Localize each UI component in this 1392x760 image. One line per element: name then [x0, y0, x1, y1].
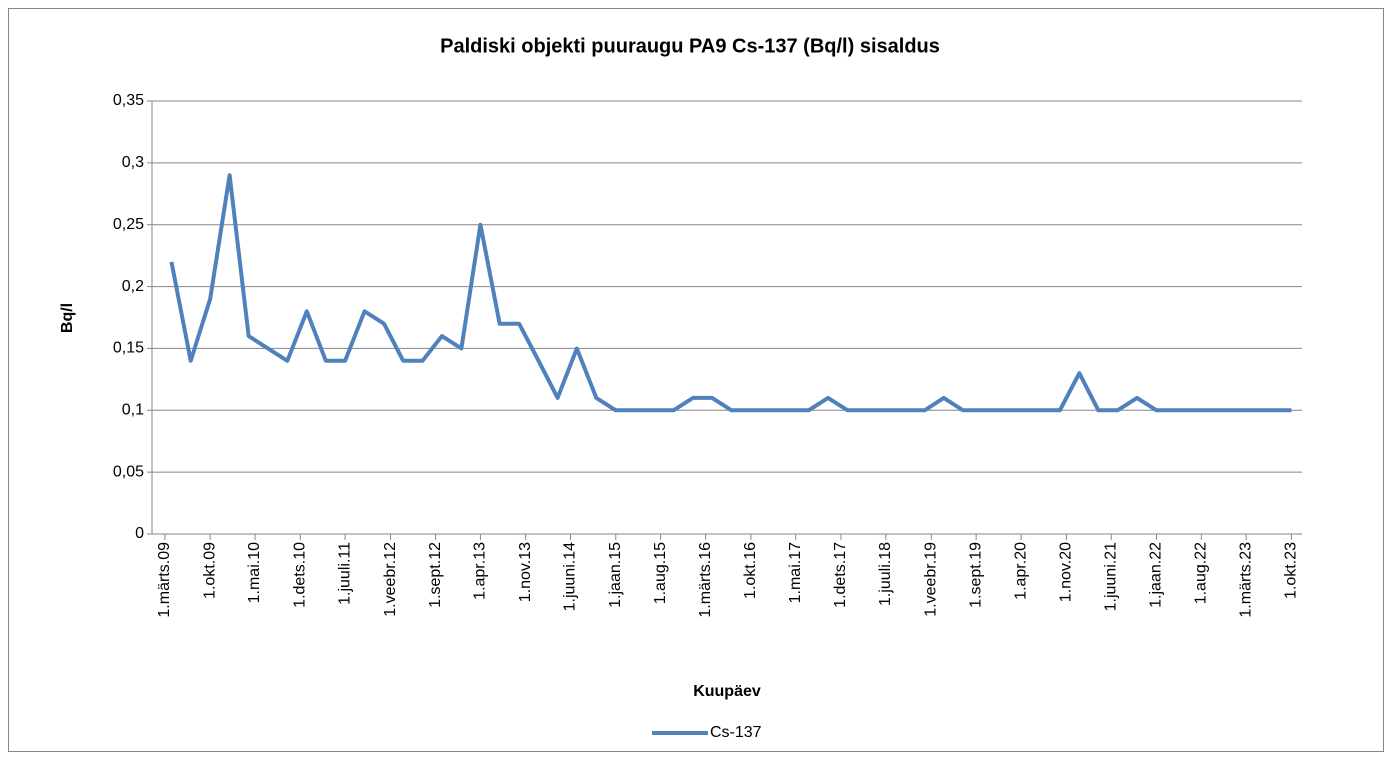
- y-tick-label: 0,25: [113, 216, 144, 233]
- x-tick-label: 1.juuli.11: [336, 542, 353, 605]
- y-tick-label: 0,2: [122, 278, 144, 295]
- data-line: [169, 173, 1292, 413]
- chart-border: [8, 8, 1384, 752]
- x-tick-label: 1.aug.15: [652, 542, 669, 604]
- x-tick-label: 1.okt.09: [201, 542, 218, 599]
- x-tick-label: 1.sept.19: [967, 542, 984, 608]
- x-tick-label: 1.dets.17: [832, 542, 849, 608]
- x-tick-label: 1.mai.10: [246, 542, 263, 603]
- x-tick-label: 1.sept.12: [427, 542, 444, 608]
- x-tick-label: 1.märts.23: [1237, 542, 1254, 618]
- x-tick-label: 1.veebr.12: [382, 542, 399, 617]
- y-tick-label: 0,15: [113, 340, 144, 357]
- x-tick-label: 1.nov.13: [517, 542, 534, 602]
- x-tick-label: 1.okt.16: [742, 542, 759, 599]
- y-axis-title: Bq/l: [59, 303, 76, 333]
- x-tick-label: 1.nov.20: [1058, 542, 1075, 602]
- x-tick-label: 1.märts.16: [697, 542, 714, 618]
- y-tick-label: 0,3: [122, 154, 144, 171]
- x-tick-label: 1.dets.10: [291, 542, 308, 608]
- chart-title: Paldiski objekti puuraugu PA9 Cs-137 (Bq…: [440, 35, 940, 57]
- x-tick-label: 1.jaan.15: [607, 542, 624, 608]
- legend-label: Cs-137: [710, 724, 762, 741]
- x-tick-label: 1.jaan.22: [1148, 542, 1165, 608]
- x-tick-label: 1.apr.20: [1012, 542, 1029, 600]
- x-axis-title: Kuupäev: [693, 683, 761, 700]
- x-tick-label: 1.juuni.14: [562, 542, 579, 611]
- x-tick-label: 1.aug.22: [1193, 542, 1210, 604]
- x-tick-label: 1.märts.09: [156, 542, 173, 618]
- y-tick-label: 0: [135, 525, 144, 542]
- x-tick-label: 1.mai.17: [787, 542, 804, 603]
- x-tick-label: 1.apr.13: [472, 542, 489, 600]
- y-tick-label: 0,35: [113, 92, 144, 109]
- x-tick-label: 1.juuni.21: [1102, 542, 1119, 611]
- x-tick-label: 1.veebr.19: [923, 542, 940, 617]
- y-tick-label: 0,1: [122, 402, 144, 419]
- y-tick-label: 0,05: [113, 463, 144, 480]
- x-tick-label: 1.okt.23: [1283, 542, 1300, 599]
- x-tick-label: 1.juuli.18: [877, 542, 894, 606]
